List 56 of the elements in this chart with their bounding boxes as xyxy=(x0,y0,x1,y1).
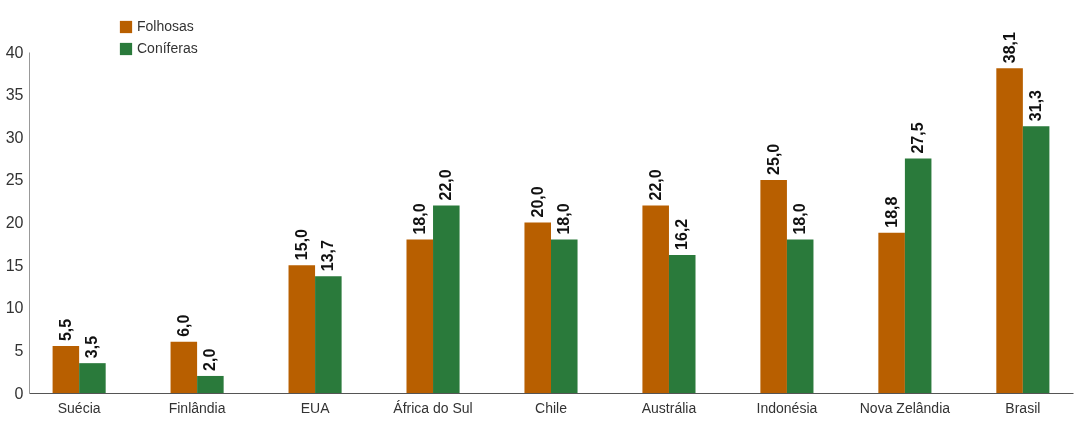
bar xyxy=(904,158,932,393)
data-label: 16,2 xyxy=(673,218,691,250)
y-tick-label: 5 xyxy=(14,341,24,359)
data-label: 3,5 xyxy=(83,335,101,359)
x-tick-label: África do Sul xyxy=(393,399,473,416)
bar xyxy=(524,222,551,393)
bar xyxy=(996,68,1023,393)
data-label: 22,0 xyxy=(646,169,664,201)
data-label: 13,7 xyxy=(319,239,337,272)
data-label: 27,5 xyxy=(909,122,927,154)
x-tick-label: Finlândia xyxy=(168,399,226,416)
y-tick-label: 35 xyxy=(5,86,24,104)
data-label: 38,1 xyxy=(1000,31,1018,64)
data-label: 18,0 xyxy=(410,203,428,235)
data-label: 22,0 xyxy=(437,169,455,201)
data-label: 20,0 xyxy=(528,186,546,218)
bar xyxy=(668,254,696,393)
x-tick-label: Indonésia xyxy=(756,399,818,416)
data-label: 25,0 xyxy=(764,143,782,175)
bar xyxy=(878,232,905,393)
bar xyxy=(760,179,787,393)
x-tick-label: Suécia xyxy=(57,399,101,416)
data-label: 18,8 xyxy=(882,196,900,228)
data-label: 18,0 xyxy=(791,203,809,235)
data-label: 31,3 xyxy=(1027,89,1045,122)
bar xyxy=(433,205,460,393)
x-tick-label: Austrália xyxy=(641,399,697,416)
bar xyxy=(642,205,669,393)
legend-label: Folhosas xyxy=(137,18,194,34)
bar xyxy=(79,363,106,393)
bar xyxy=(1022,126,1050,393)
data-label: 2,0 xyxy=(201,348,219,371)
bar xyxy=(406,239,434,393)
bar xyxy=(551,239,578,393)
y-tick-label: 25 xyxy=(5,171,24,189)
y-tick-label: 0 xyxy=(14,384,24,402)
y-tick-label: 10 xyxy=(5,299,24,317)
data-label: 5,5 xyxy=(56,318,74,342)
bar xyxy=(170,341,198,393)
x-tick-label: Brasil xyxy=(1005,399,1041,416)
legend-label: Coníferas xyxy=(137,40,198,56)
x-tick-label: Chile xyxy=(535,399,568,416)
bar xyxy=(288,265,316,393)
y-tick-label: 40 xyxy=(5,43,24,61)
x-tick-label: EUA xyxy=(300,399,331,416)
bar xyxy=(786,239,814,393)
bar xyxy=(315,276,342,393)
bar xyxy=(197,375,224,393)
y-tick-label: 30 xyxy=(5,128,24,146)
bar xyxy=(52,346,80,393)
x-tick-label: Nova Zelândia xyxy=(859,399,951,416)
data-label: 15,0 xyxy=(292,228,310,261)
data-label: 6,0 xyxy=(174,314,192,337)
y-tick-label: 20 xyxy=(5,214,24,231)
y-tick-label: 15 xyxy=(5,256,24,274)
data-label: 18,0 xyxy=(555,203,573,235)
